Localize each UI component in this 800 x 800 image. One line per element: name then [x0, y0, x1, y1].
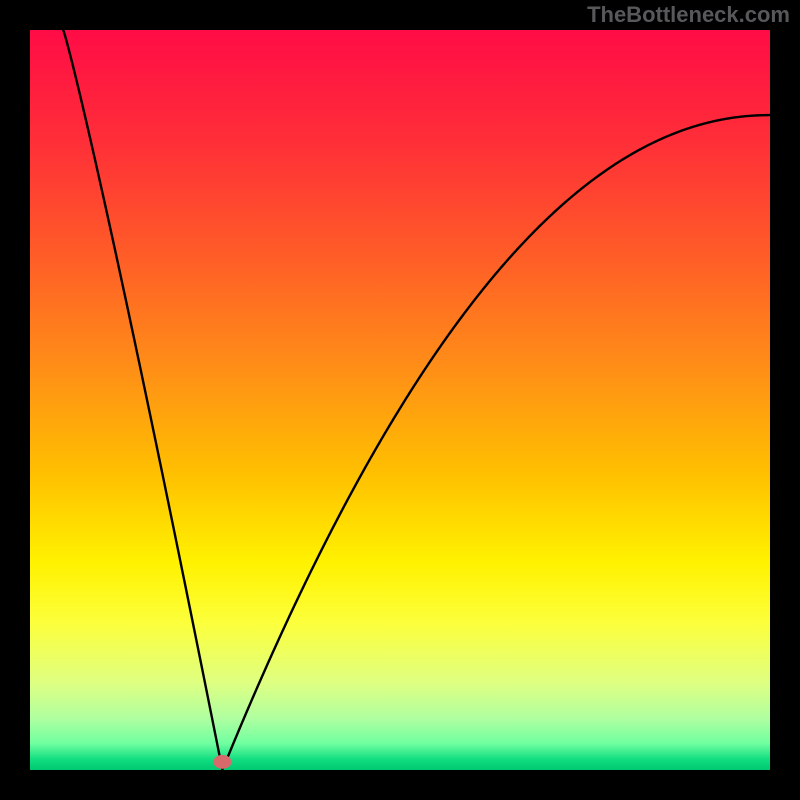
bottleneck-curve	[63, 30, 770, 770]
chart-container: TheBottleneck.com	[0, 0, 800, 800]
watermark-text: TheBottleneck.com	[587, 2, 790, 28]
curve-layer	[0, 0, 800, 800]
optimum-marker	[213, 755, 231, 769]
